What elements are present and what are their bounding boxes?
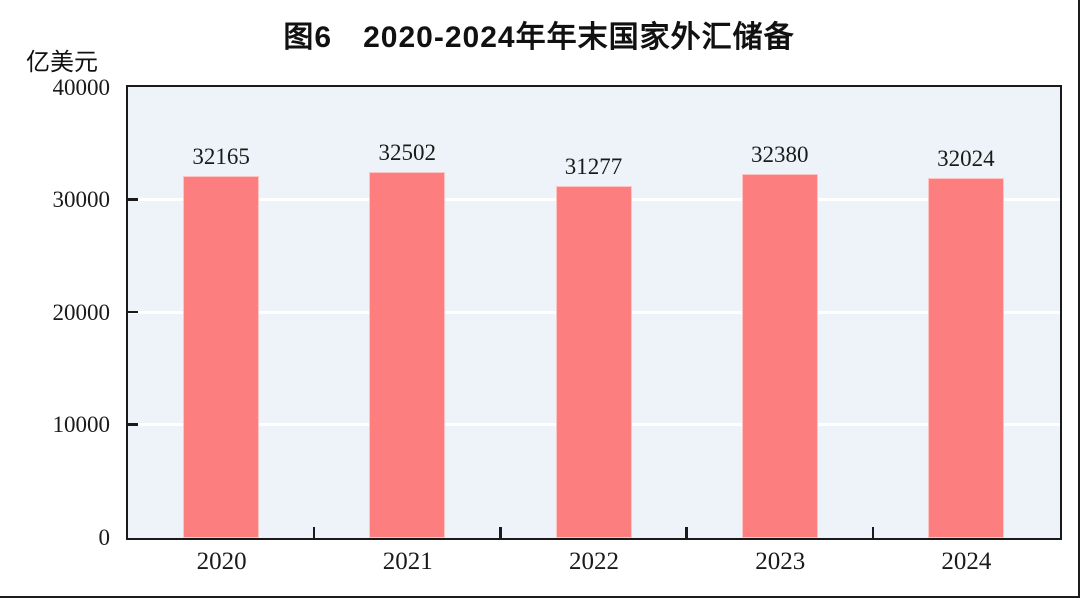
bar-2020 bbox=[183, 176, 259, 538]
bar-value-label-2020: 32165 bbox=[192, 144, 250, 170]
x-tick-mark-1 bbox=[312, 527, 316, 538]
y-tick-label-40000: 40000 bbox=[52, 74, 111, 100]
bar-value-label-2023: 32380 bbox=[750, 141, 809, 167]
y-tick-label-20000: 20000 bbox=[52, 299, 111, 325]
bar-value-label-2022: 31277 bbox=[564, 154, 623, 180]
y-tick-mark-20000 bbox=[128, 310, 138, 314]
bar-2022 bbox=[556, 186, 632, 538]
x-tick-mark-3 bbox=[685, 527, 688, 538]
x-tick-label-2020: 2020 bbox=[196, 548, 247, 575]
y-tick-mark-30000 bbox=[128, 198, 138, 201]
y-axis-unit-label: 亿美元 bbox=[26, 49, 98, 76]
bar-value-label-2021: 32502 bbox=[378, 140, 437, 166]
y-tick-label-10000: 10000 bbox=[52, 412, 111, 437]
bar-2024 bbox=[928, 178, 1004, 538]
bar-value-label-2024: 32024 bbox=[937, 145, 995, 171]
y-tick-label-30000: 30000 bbox=[52, 187, 111, 212]
plot-area: 32165 32502 31277 32380 32024 bbox=[126, 85, 1062, 540]
x-tick-mark-4 bbox=[871, 527, 875, 538]
y-tick-label-0: 0 bbox=[98, 524, 111, 550]
x-tick-label-2024: 2024 bbox=[941, 548, 992, 575]
y-tick-mark-10000 bbox=[128, 423, 138, 426]
x-tick-mark-2 bbox=[499, 527, 502, 538]
x-tick-label-2021: 2021 bbox=[382, 548, 433, 575]
x-tick-label-2023: 2023 bbox=[755, 548, 806, 575]
bar-2021 bbox=[369, 172, 445, 538]
x-tick-label-2022: 2022 bbox=[569, 548, 619, 575]
bar-2023 bbox=[742, 174, 818, 538]
chart-title: 图6 2020-2024年年末国家外汇储备 bbox=[283, 21, 795, 54]
